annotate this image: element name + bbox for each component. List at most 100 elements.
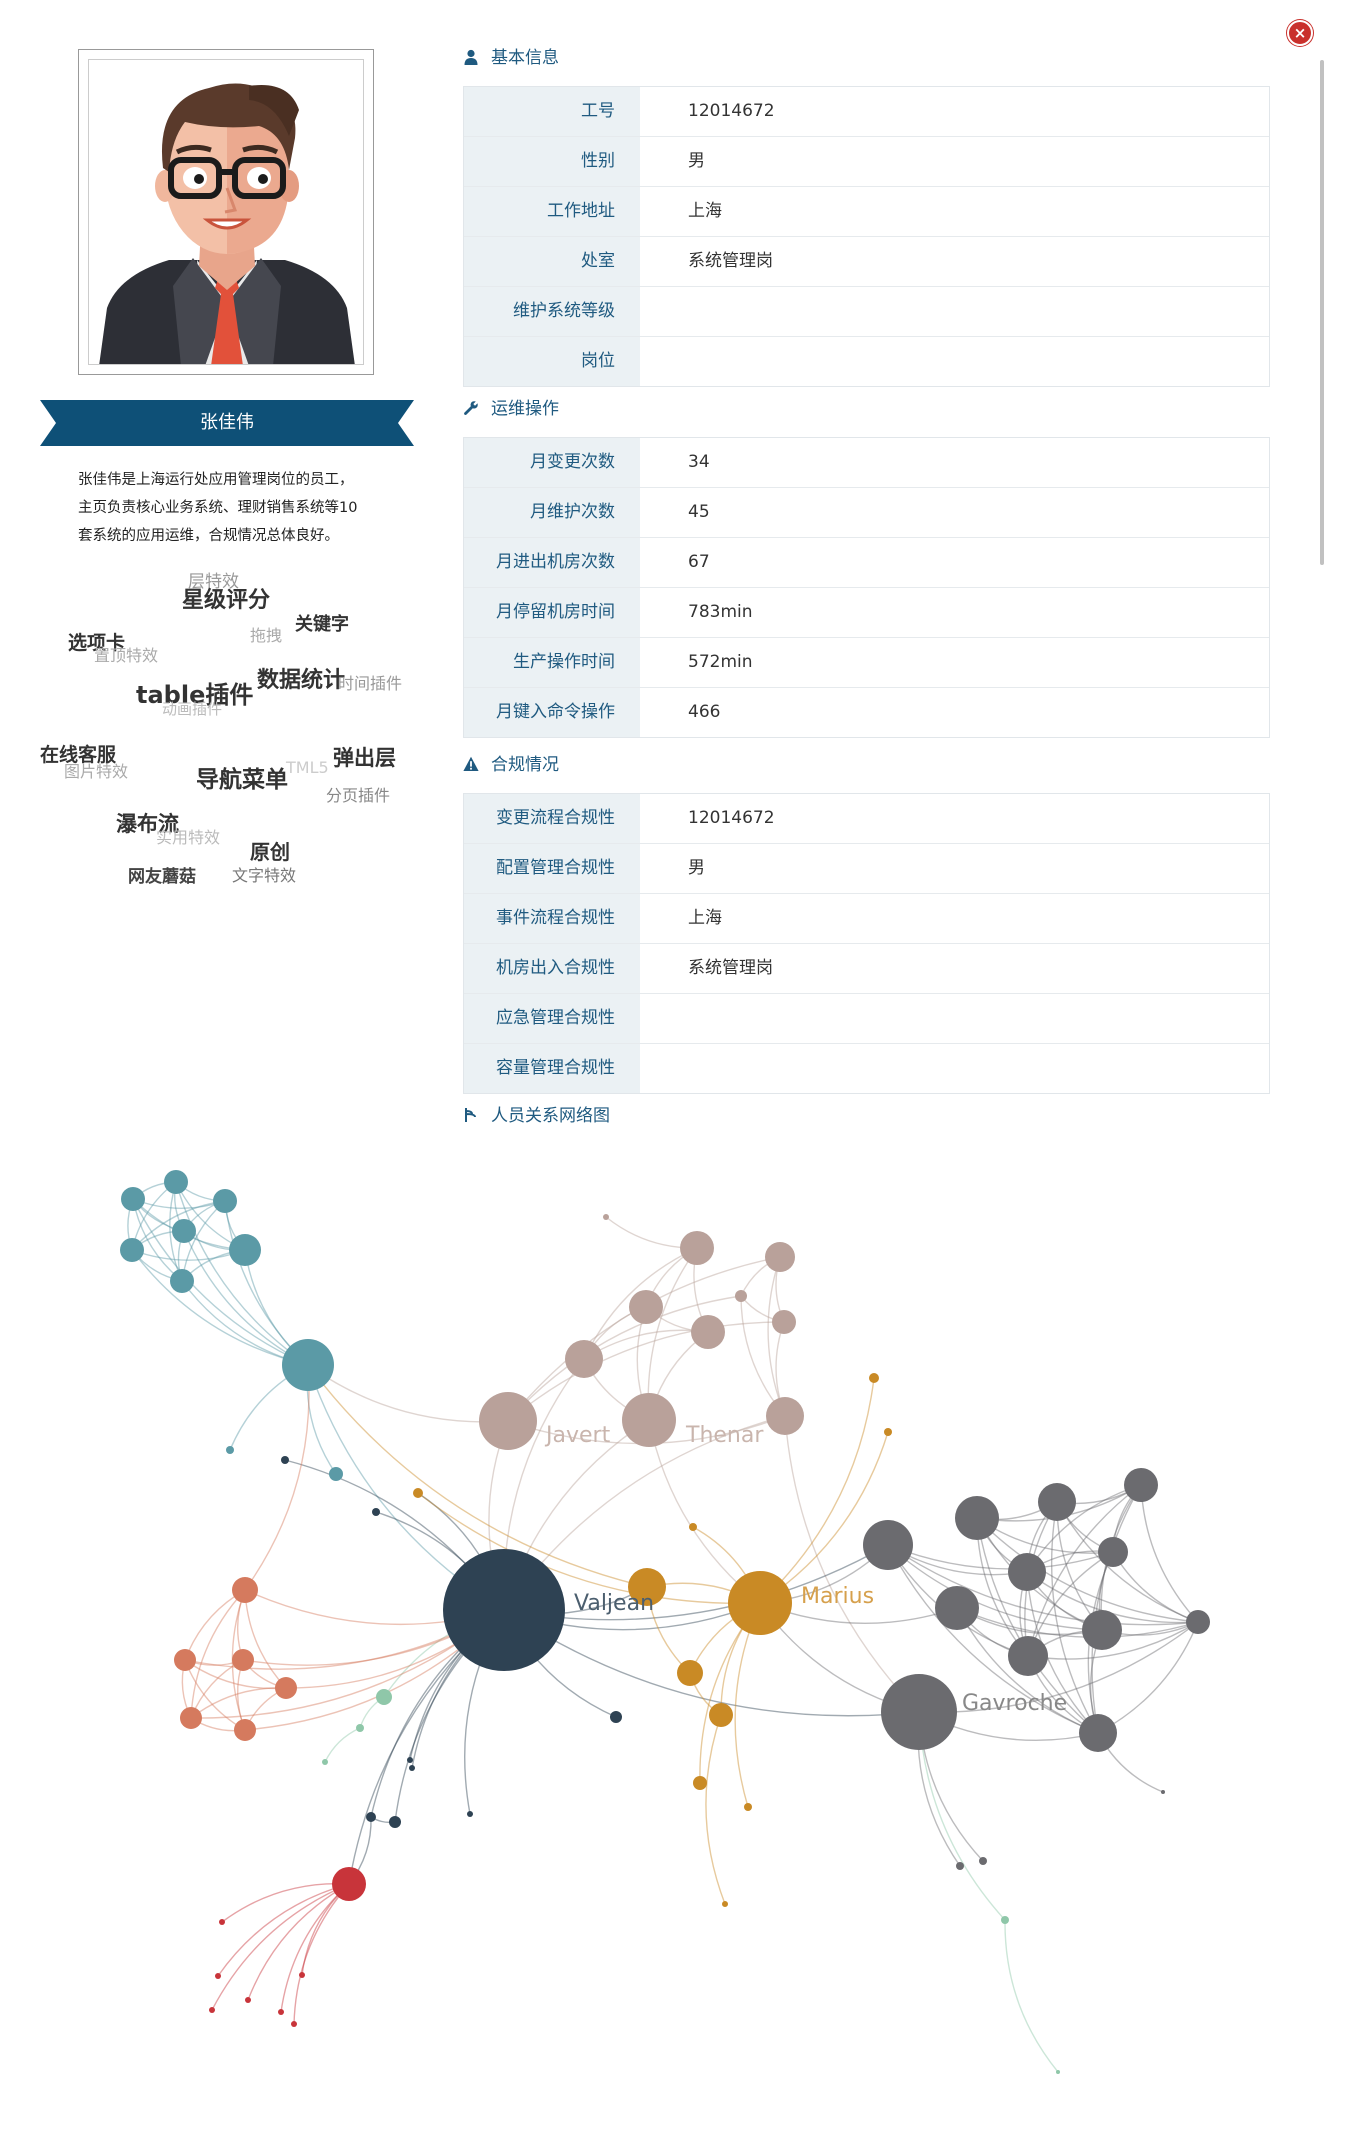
graph-node-red4[interactable] bbox=[209, 2007, 215, 2013]
graph-node-g4[interactable] bbox=[863, 1520, 913, 1570]
graph-node-red3[interactable] bbox=[245, 1997, 251, 2003]
graph-node-red7[interactable] bbox=[291, 2021, 297, 2027]
cloud-word[interactable]: 原创 bbox=[250, 840, 290, 864]
cloud-word[interactable]: 选项卡 bbox=[68, 632, 126, 654]
graph-node-n3[interactable] bbox=[610, 1711, 622, 1723]
graph-node-o5[interactable] bbox=[744, 1803, 752, 1811]
graph-node-g14[interactable] bbox=[1161, 1790, 1165, 1794]
graph-node-t4[interactable] bbox=[172, 1219, 196, 1243]
graph-node-g3[interactable] bbox=[1124, 1468, 1158, 1502]
graph-node-g11[interactable] bbox=[1186, 1610, 1210, 1634]
graph-node-g7[interactable] bbox=[935, 1586, 979, 1630]
node-label-valjean: Valjean bbox=[574, 1591, 654, 1616]
graph-node-n1[interactable] bbox=[281, 1456, 289, 1464]
close-button[interactable]: × bbox=[1287, 20, 1313, 46]
graph-node-m5[interactable] bbox=[1056, 2070, 1060, 2074]
graph-node-red6[interactable] bbox=[278, 2009, 284, 2015]
graph-node-r8[interactable] bbox=[479, 1392, 537, 1450]
graph-node-t5[interactable] bbox=[120, 1238, 144, 1262]
graph-node-s3[interactable] bbox=[232, 1649, 254, 1671]
graph-node-g9[interactable] bbox=[1008, 1636, 1048, 1676]
cloud-word[interactable]: 图片特效 bbox=[64, 762, 129, 781]
graph-node-red5[interactable] bbox=[299, 1972, 305, 1978]
cloud-word[interactable]: TML5 bbox=[286, 758, 329, 777]
graph-node-marius[interactable] bbox=[728, 1571, 792, 1635]
graph-node-n7[interactable] bbox=[467, 1811, 473, 1817]
graph-node-red2[interactable] bbox=[215, 1973, 221, 1979]
graph-node-s6[interactable] bbox=[234, 1719, 256, 1741]
graph-node-n4[interactable] bbox=[366, 1812, 376, 1822]
graph-node-g12[interactable] bbox=[956, 1862, 964, 1870]
graph-node-o8[interactable] bbox=[869, 1373, 879, 1383]
graph-node-g5[interactable] bbox=[1098, 1537, 1128, 1567]
graph-node-g13[interactable] bbox=[979, 1857, 987, 1865]
graph-node-n6[interactable] bbox=[407, 1757, 413, 1763]
cloud-word[interactable]: 数据统计 bbox=[257, 668, 346, 693]
cloud-word[interactable]: 分页插件 bbox=[326, 786, 391, 805]
cloud-word[interactable]: 层特效 bbox=[188, 572, 239, 592]
graph-node-r9[interactable] bbox=[622, 1393, 676, 1447]
graph-node-s2[interactable] bbox=[174, 1649, 196, 1671]
graph-node-t6[interactable] bbox=[229, 1234, 261, 1266]
cloud-word[interactable]: 瀑布流 bbox=[116, 812, 179, 836]
cloud-word[interactable]: 文字特效 bbox=[232, 866, 297, 885]
cloud-word[interactable]: 导航菜单 bbox=[196, 767, 288, 793]
graph-node-r6[interactable] bbox=[772, 1310, 796, 1334]
graph-node-g8[interactable] bbox=[1082, 1610, 1122, 1650]
graph-node-r2[interactable] bbox=[765, 1242, 795, 1272]
graph-node-o2[interactable] bbox=[677, 1660, 703, 1686]
cloud-word[interactable]: 动画插件 bbox=[162, 700, 223, 718]
graph-node-g2[interactable] bbox=[1038, 1483, 1076, 1521]
graph-node-o9[interactable] bbox=[884, 1428, 892, 1436]
graph-node-r10[interactable] bbox=[766, 1397, 804, 1435]
graph-node-g10[interactable] bbox=[1079, 1714, 1117, 1752]
cloud-word[interactable]: table插件 bbox=[136, 681, 254, 709]
graph-node-s4[interactable] bbox=[275, 1677, 297, 1699]
cloud-word[interactable]: 关键字 bbox=[295, 614, 349, 635]
cloud-word[interactable]: 星级评分 bbox=[182, 588, 271, 613]
graph-node-n8[interactable] bbox=[409, 1765, 415, 1771]
graph-node-o6[interactable] bbox=[689, 1523, 697, 1531]
graph-node-r4[interactable] bbox=[735, 1290, 747, 1302]
graph-node-r7[interactable] bbox=[565, 1340, 603, 1378]
cloud-word[interactable]: 弹出层 bbox=[333, 746, 396, 770]
graph-node-t10[interactable] bbox=[226, 1446, 234, 1454]
graph-node-t8[interactable] bbox=[282, 1339, 334, 1391]
cloud-word[interactable]: 拖拽 bbox=[250, 626, 283, 645]
cloud-word[interactable]: 在线客服 bbox=[40, 744, 117, 766]
graph-node-red1[interactable] bbox=[332, 1867, 366, 1901]
graph-node-o3[interactable] bbox=[709, 1703, 733, 1727]
graph-node-t1[interactable] bbox=[164, 1170, 188, 1194]
graph-node-r1[interactable] bbox=[680, 1231, 714, 1265]
graph-node-o1[interactable] bbox=[628, 1568, 666, 1606]
graph-node-red8[interactable] bbox=[219, 1919, 225, 1925]
graph-node-m4[interactable] bbox=[1001, 1916, 1009, 1924]
scrollbar-thumb[interactable] bbox=[1320, 60, 1324, 565]
graph-node-n5[interactable] bbox=[389, 1816, 401, 1828]
graph-node-gavroche[interactable] bbox=[881, 1674, 957, 1750]
graph-node-valjean[interactable] bbox=[443, 1549, 565, 1671]
graph-node-s1[interactable] bbox=[232, 1577, 258, 1603]
graph-node-o7[interactable] bbox=[413, 1488, 423, 1498]
graph-node-r5[interactable] bbox=[691, 1315, 725, 1349]
graph-node-m3[interactable] bbox=[322, 1759, 328, 1765]
graph-node-o4[interactable] bbox=[693, 1776, 707, 1790]
graph-node-r3[interactable] bbox=[629, 1290, 663, 1324]
graph-node-n2[interactable] bbox=[372, 1508, 380, 1516]
graph-node-t2[interactable] bbox=[121, 1187, 145, 1211]
cloud-word[interactable]: 网友蘑菇 bbox=[128, 867, 196, 887]
graph-node-g1[interactable] bbox=[955, 1496, 999, 1540]
relationship-network-graph[interactable]: Javert Thenar Valjean Marius Gavroche bbox=[0, 1120, 1320, 2152]
cloud-word[interactable]: 置顶特效 bbox=[94, 646, 159, 665]
graph-node-o10[interactable] bbox=[722, 1901, 728, 1907]
cloud-word[interactable]: 时间插件 bbox=[338, 674, 403, 693]
graph-node-g6[interactable] bbox=[1008, 1553, 1046, 1591]
graph-node-t9[interactable] bbox=[329, 1467, 343, 1481]
graph-node-r11[interactable] bbox=[603, 1214, 609, 1220]
graph-node-t3[interactable] bbox=[213, 1189, 237, 1213]
graph-node-t7[interactable] bbox=[170, 1269, 194, 1293]
graph-node-s5[interactable] bbox=[180, 1707, 202, 1729]
cloud-word[interactable]: 实用特效 bbox=[156, 828, 221, 847]
graph-node-m2[interactable] bbox=[356, 1724, 364, 1732]
graph-node-m1[interactable] bbox=[376, 1689, 392, 1705]
